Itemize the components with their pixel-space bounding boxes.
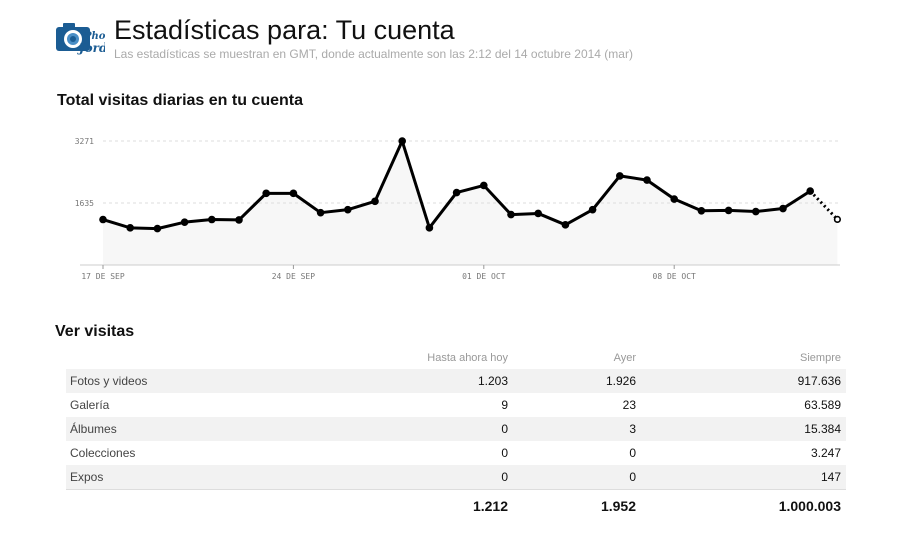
visits-table: Hasta ahora hoy Ayer Siempre Fotos y vid…: [66, 345, 846, 520]
header-always[interactable]: Siempre: [800, 352, 841, 364]
row-today: 9: [501, 398, 508, 412]
data-point: [425, 224, 434, 232]
data-point: [99, 215, 107, 224]
data-point: [643, 176, 651, 184]
table-row-photos: Fotos y videos 1.203 1.926 917.636: [66, 369, 846, 393]
data-point: [153, 224, 162, 233]
data-point: [806, 187, 814, 195]
row-yesterday: 0: [629, 446, 636, 460]
row-label: Fotos y videos: [70, 374, 148, 388]
y-tick-label: 1635: [75, 199, 94, 208]
total-always: 1.000.003: [778, 498, 841, 514]
data-point: [235, 216, 243, 224]
data-point: [262, 189, 271, 198]
y-tick-label: 3271: [75, 137, 94, 146]
row-yesterday: 3: [629, 422, 636, 436]
table-row-albums: Álbumes 0 3 15.384: [66, 417, 846, 441]
table-row-collections: Colecciones 0 0 3.247: [66, 441, 846, 465]
series-line-partial: [809, 190, 839, 221]
data-point: [289, 189, 298, 198]
total-today: 1.212: [472, 498, 508, 514]
data-point: [670, 195, 678, 203]
row-always: 3.247: [810, 446, 841, 460]
row-always: 15.384: [804, 422, 841, 436]
total-yesterday: 1.952: [600, 498, 636, 514]
data-point: [452, 188, 461, 197]
data-point: [344, 205, 352, 214]
data-point: [697, 206, 706, 215]
row-label: Expos: [70, 470, 104, 484]
table-row-expos: Expos 0 0 147: [66, 465, 846, 489]
data-point: [588, 205, 597, 214]
data-point: [180, 218, 189, 226]
page-title: Estadísticas para: Tu cuenta: [114, 15, 455, 45]
data-point: [480, 181, 488, 190]
row-always: 147: [820, 470, 841, 484]
logo-text-top: Photo: [83, 31, 105, 42]
chart-title: Total visitas diarias en tu cuenta: [57, 92, 303, 109]
data-point: [126, 224, 134, 232]
page-subtitle: Las estadísticas se muestran en GMT, don…: [114, 47, 633, 61]
x-tick-label: 01 DE OCT: [462, 272, 506, 281]
data-point: [779, 204, 787, 213]
header-yesterday[interactable]: Ayer: [613, 352, 636, 364]
logo-text-bottom: Jordi: [77, 41, 105, 55]
row-today: 0: [501, 446, 508, 460]
row-yesterday: 23: [622, 398, 636, 412]
data-point: [616, 172, 624, 180]
row-label: Galería: [70, 398, 110, 412]
visits-title: Ver visitas: [55, 323, 135, 340]
site-logo[interactable]: Photo Jordi: [55, 20, 117, 58]
header-today[interactable]: Hasta ahora hoy: [427, 352, 508, 364]
row-today: 0: [501, 422, 508, 436]
table-totals-row: 1.212 1.952 1.000.003: [66, 489, 846, 520]
table-header-row: Hasta ahora hoy Ayer Siempre: [66, 345, 846, 369]
data-point: [371, 197, 379, 206]
row-label: Álbumes: [70, 422, 117, 436]
row-today: 1.203: [477, 374, 508, 388]
x-tick-label: 24 DE SEP: [272, 272, 316, 281]
data-point: [724, 206, 733, 215]
data-point: [507, 210, 515, 219]
row-yesterday: 0: [629, 470, 636, 484]
data-point: [316, 208, 325, 217]
x-tick-label: 08 DE OCT: [653, 272, 697, 281]
table-row-gallery: Galería 9 23 63.589: [66, 393, 846, 417]
daily-visits-chart: 1635 3271 17 DE SEP 24 DE SEP 01 DE OCT 08 DE…: [75, 137, 842, 281]
data-point: [752, 207, 760, 216]
data-point: [561, 221, 570, 229]
data-point: [534, 209, 542, 218]
row-today: 0: [501, 470, 508, 484]
data-point: [398, 137, 407, 145]
row-always: 63.589: [804, 398, 841, 412]
row-always: 917.636: [797, 374, 841, 388]
data-point: [833, 215, 842, 223]
x-tick-label: 17 DE SEP: [81, 272, 125, 281]
row-label: Colecciones: [70, 446, 136, 460]
data-point: [208, 215, 216, 224]
row-yesterday: 1.926: [605, 374, 636, 388]
